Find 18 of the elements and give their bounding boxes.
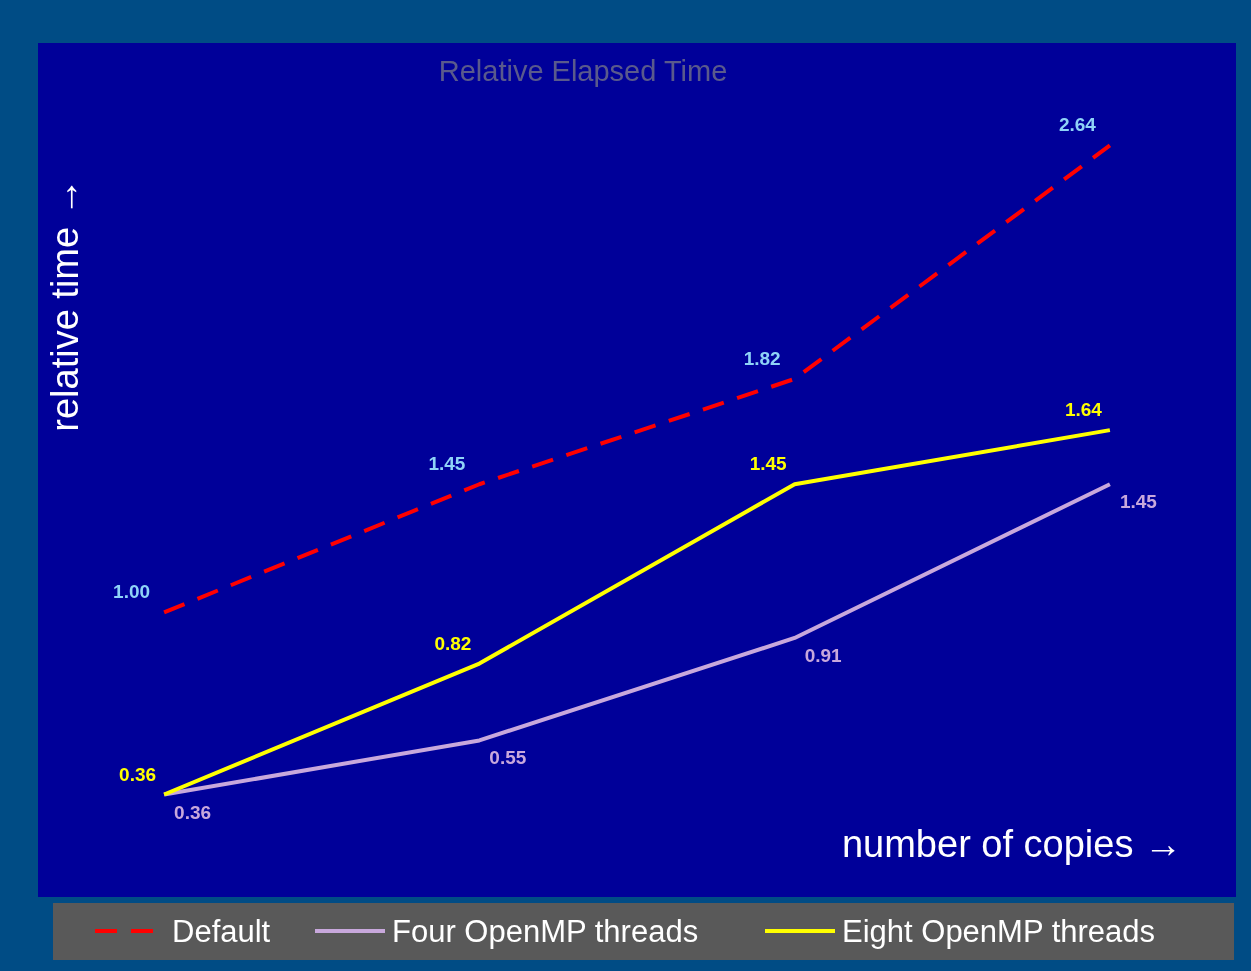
y-axis-title: relative time → — [44, 178, 86, 432]
chart-title: Relative Elapsed Time — [438, 55, 728, 87]
legend-label: Four OpenMP threads — [392, 914, 699, 949]
x-axis-title: number of copies → — [841, 823, 1182, 865]
data-label: 0.36 — [119, 763, 157, 785]
data-label: 0.55 — [489, 747, 527, 769]
data-label: 0.91 — [804, 644, 843, 666]
data-label: 1.82 — [743, 347, 781, 369]
data-label: 1.45 — [428, 453, 466, 475]
legend-label: Default — [172, 914, 271, 949]
data-label: 1.00 — [113, 581, 151, 603]
data-label: 1.45 — [749, 453, 788, 475]
data-label: 2.64 — [1058, 114, 1097, 136]
data-label: 1.45 — [1119, 491, 1158, 513]
legend-label: Eight OpenMP threads — [842, 914, 1156, 949]
data-label: 0.36 — [174, 801, 212, 823]
data-label: 1.64 — [1064, 399, 1103, 421]
data-label: 0.82 — [434, 632, 472, 654]
